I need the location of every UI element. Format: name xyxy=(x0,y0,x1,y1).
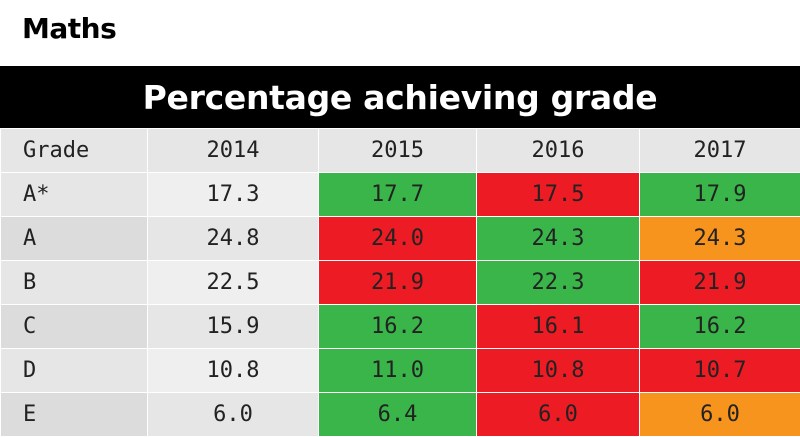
table-row: A* 17.3 17.7 17.5 17.9 xyxy=(0,172,800,217)
value-cell: 24.8 xyxy=(147,216,319,261)
table-row: C 15.9 16.2 16.1 16.2 xyxy=(0,304,800,349)
value-cell: 17.3 xyxy=(147,172,319,217)
value-cell: 10.7 xyxy=(639,348,800,393)
value-cell: 21.9 xyxy=(639,260,800,305)
value-cell: 24.3 xyxy=(476,216,640,261)
grade-label-cell: A* xyxy=(0,172,148,217)
value-cell: 15.9 xyxy=(147,304,319,349)
value-cell: 10.8 xyxy=(147,348,319,393)
grade-label-cell: E xyxy=(0,392,148,437)
value-cell: 17.9 xyxy=(639,172,800,217)
value-cell: 16.1 xyxy=(476,304,640,349)
value-cell: 21.9 xyxy=(318,260,477,305)
value-cell: 22.5 xyxy=(147,260,319,305)
value-cell: 10.8 xyxy=(476,348,640,393)
value-cell: 6.0 xyxy=(476,392,640,437)
grades-table: Grade 2014 2015 2016 2017 A* 17.3 17.7 17.5… xyxy=(0,128,800,437)
grade-label-cell: B xyxy=(0,260,148,305)
header-cell-grade: Grade xyxy=(0,128,148,173)
grade-label-cell: D xyxy=(0,348,148,393)
value-cell: 16.2 xyxy=(639,304,800,349)
value-cell: 6.4 xyxy=(318,392,477,437)
table-row: E 6.0 6.4 6.0 6.0 xyxy=(0,392,800,437)
value-cell: 24.0 xyxy=(318,216,477,261)
header-cell-year: 2016 xyxy=(476,128,640,173)
table-row: B 22.5 21.9 22.3 21.9 xyxy=(0,260,800,305)
header-cell-year: 2017 xyxy=(639,128,800,173)
value-cell: 11.0 xyxy=(318,348,477,393)
grade-label-cell: A xyxy=(0,216,148,261)
subject-title: Maths xyxy=(22,12,117,45)
value-cell: 6.0 xyxy=(639,392,800,437)
value-cell: 24.3 xyxy=(639,216,800,261)
table-banner-title: Percentage achieving grade xyxy=(0,66,800,128)
grade-label-cell: C xyxy=(0,304,148,349)
value-cell: 16.2 xyxy=(318,304,477,349)
table-row: A 24.8 24.0 24.3 24.3 xyxy=(0,216,800,261)
value-cell: 17.7 xyxy=(318,172,477,217)
header-cell-year: 2014 xyxy=(147,128,319,173)
header-cell-year: 2015 xyxy=(318,128,477,173)
header-row: Grade 2014 2015 2016 2017 xyxy=(0,128,800,173)
table-body: A* 17.3 17.7 17.5 17.9 A 24.8 24.0 24.3 24.3 B 22.5… xyxy=(0,172,800,437)
value-cell: 17.5 xyxy=(476,172,640,217)
value-cell: 22.3 xyxy=(476,260,640,305)
table-row: D 10.8 11.0 10.8 10.7 xyxy=(0,348,800,393)
value-cell: 6.0 xyxy=(147,392,319,437)
